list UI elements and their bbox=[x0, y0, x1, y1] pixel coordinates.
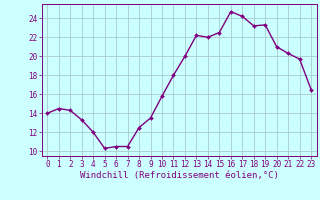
X-axis label: Windchill (Refroidissement éolien,°C): Windchill (Refroidissement éolien,°C) bbox=[80, 171, 279, 180]
